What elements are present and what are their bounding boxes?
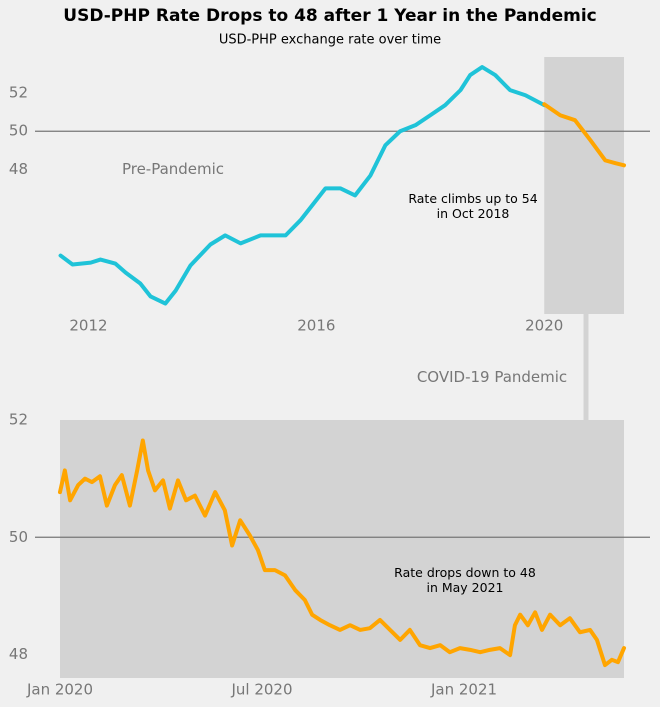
x-tick-label: 2016 bbox=[297, 317, 335, 335]
x-tick-label: Jan 2021 bbox=[430, 681, 497, 699]
y-tick-label: 50 bbox=[9, 122, 28, 140]
x-tick-label: Jan 2020 bbox=[26, 681, 93, 699]
y-tick-label: 52 bbox=[9, 84, 28, 102]
chart-title: USD-PHP Rate Drops to 48 after 1 Year in… bbox=[63, 6, 596, 26]
annotation: Pre-Pandemic bbox=[121, 160, 225, 178]
shaded-span bbox=[60, 420, 624, 678]
x-tick-label: 2020 bbox=[525, 317, 563, 335]
y-tick-label: 48 bbox=[9, 160, 28, 178]
line bbox=[542, 102, 626, 168]
y-tick-label: 52 bbox=[9, 411, 28, 429]
x-tick-label: Jul 2020 bbox=[230, 681, 292, 699]
annotation: Rate drops down to 48 in May 2021 bbox=[394, 565, 536, 595]
annotation: Rate climbs up to 54 in Oct 2018 bbox=[408, 191, 538, 221]
chart-subtitle: USD-PHP exchange rate over time bbox=[219, 33, 441, 48]
y-tick-label: 48 bbox=[9, 645, 28, 663]
annotation: COVID-19 Pandemic bbox=[416, 368, 568, 386]
y-tick-label: 50 bbox=[9, 528, 28, 546]
shaded-span bbox=[544, 57, 624, 314]
x-tick-label: 2012 bbox=[69, 317, 107, 335]
line bbox=[58, 438, 626, 668]
line bbox=[58, 65, 547, 306]
